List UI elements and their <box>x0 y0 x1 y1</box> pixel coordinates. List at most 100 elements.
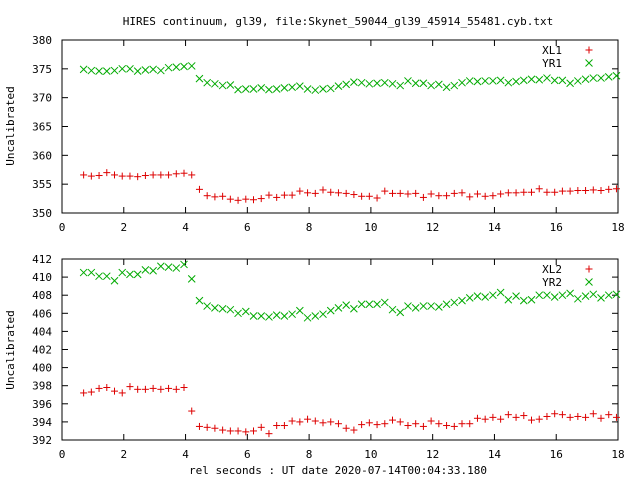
data-point-yr1 <box>519 76 528 85</box>
data-point-xl1 <box>172 170 180 178</box>
data-point-xl1 <box>373 194 381 202</box>
data-point-yr1 <box>504 78 513 87</box>
data-point-xl1 <box>543 188 551 196</box>
data-point-xl2 <box>304 415 312 423</box>
data-point-yr1 <box>373 79 381 88</box>
data-point-yr1 <box>442 83 451 92</box>
data-point-xl2 <box>566 413 574 421</box>
data-point-xl1 <box>566 187 574 195</box>
data-point-xl2 <box>558 411 566 419</box>
data-point-xl2 <box>589 410 597 418</box>
data-point-yr2 <box>589 290 598 299</box>
y-tick-label: 404 <box>32 325 52 338</box>
data-point-yr2 <box>79 268 88 277</box>
data-point-xl2 <box>157 385 165 393</box>
data-point-xl1 <box>95 172 103 180</box>
data-point-yr1 <box>543 74 551 82</box>
data-point-xl2 <box>389 416 397 424</box>
data-point-xl2 <box>319 419 327 427</box>
data-point-xl1 <box>319 186 327 194</box>
data-point-yr1 <box>589 74 598 82</box>
data-point-xl2 <box>504 411 512 419</box>
data-point-yr1 <box>110 66 119 75</box>
data-point-xl2 <box>265 430 273 438</box>
data-point-xl1 <box>350 191 358 199</box>
data-point-yr1 <box>241 85 250 93</box>
data-point-yr2 <box>496 288 505 297</box>
series-xl2 <box>80 383 620 438</box>
data-point-xl1 <box>149 171 157 179</box>
series-xl1 <box>80 169 620 204</box>
data-point-yr1 <box>458 78 466 87</box>
data-point-xl2 <box>481 415 489 423</box>
data-point-yr2 <box>110 276 119 285</box>
y-tick-label: 402 <box>32 344 52 357</box>
data-point-xl1 <box>141 172 149 180</box>
data-point-xl1 <box>404 190 412 198</box>
data-point-yr2 <box>350 304 358 313</box>
data-point-yr1 <box>288 83 296 92</box>
data-point-yr2 <box>465 294 474 302</box>
data-point-yr2 <box>419 302 428 310</box>
data-point-yr2 <box>604 291 613 300</box>
data-point-xl1 <box>296 187 304 195</box>
data-point-yr1 <box>303 85 312 93</box>
data-point-xl1 <box>466 193 474 201</box>
data-point-xl1 <box>327 188 335 196</box>
chart-title: HIRES continuum, gl39, file:Skynet_59044… <box>123 15 553 28</box>
data-point-yr2 <box>303 313 312 322</box>
data-point-yr1 <box>473 77 482 86</box>
data-point-xl2 <box>427 417 435 425</box>
data-point-yr1 <box>164 63 173 72</box>
data-point-yr2 <box>164 263 173 271</box>
data-point-yr2 <box>450 298 459 307</box>
data-point-yr2 <box>226 305 235 314</box>
data-point-yr2 <box>241 307 250 316</box>
data-point-yr2 <box>295 306 304 315</box>
data-point-yr1 <box>612 71 621 80</box>
data-point-yr1 <box>465 77 474 85</box>
x-tick-label: 4 <box>182 448 189 461</box>
data-point-xl1 <box>427 190 435 198</box>
x-tick-label: 12 <box>426 448 439 461</box>
data-point-xl2 <box>342 424 350 432</box>
data-point-yr2 <box>512 292 520 300</box>
y-tick-label: 400 <box>32 362 52 375</box>
data-point-xl1 <box>497 190 505 198</box>
data-point-yr1 <box>434 80 443 89</box>
data-point-yr2 <box>249 312 258 320</box>
data-point-yr2 <box>543 291 551 300</box>
data-point-yr1 <box>380 78 389 87</box>
data-point-xl2 <box>288 417 296 425</box>
data-point-yr1 <box>95 67 103 75</box>
data-point-xl1 <box>481 192 489 200</box>
y-tick-label: 365 <box>32 121 52 134</box>
data-point-xl1 <box>597 187 605 195</box>
data-point-xl2 <box>172 385 180 393</box>
data-point-yr1 <box>311 86 320 95</box>
data-point-yr2 <box>257 312 266 320</box>
data-point-yr2 <box>311 312 320 320</box>
data-point-xl1 <box>280 191 288 199</box>
data-point-xl1 <box>535 185 543 193</box>
data-point-yr1 <box>172 63 181 71</box>
data-point-yr1 <box>195 74 204 83</box>
data-point-yr2 <box>211 304 219 312</box>
legend-label: YR1 <box>542 57 562 70</box>
data-point-yr2 <box>156 262 165 271</box>
data-point-yr2 <box>203 302 212 310</box>
data-point-yr2 <box>434 303 443 311</box>
data-point-yr1 <box>334 82 343 90</box>
data-point-xl2 <box>512 413 520 421</box>
x-tick-label: 18 <box>611 221 624 234</box>
data-point-xl2 <box>582 413 590 421</box>
x-tick-label: 14 <box>488 448 502 461</box>
data-point-xl1 <box>504 189 512 197</box>
data-point-xl1 <box>458 189 466 197</box>
data-point-xl2 <box>381 420 389 428</box>
data-point-yr2 <box>427 302 435 310</box>
data-point-yr1 <box>535 75 544 84</box>
data-point-yr1 <box>319 85 327 93</box>
data-point-xl1 <box>134 173 142 181</box>
legend-label: YR2 <box>542 276 562 289</box>
